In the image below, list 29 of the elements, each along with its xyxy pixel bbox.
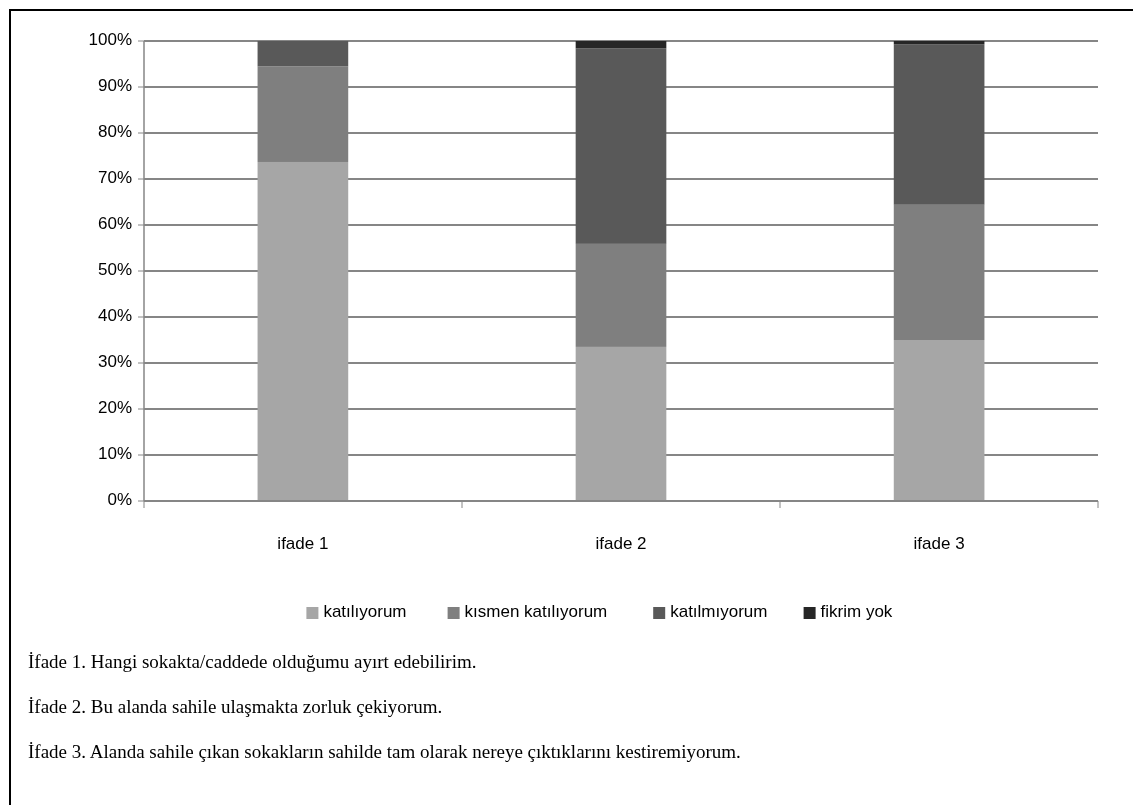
y-tick-label: 50%	[97, 260, 132, 280]
x-tick-label: ifade 3	[913, 534, 965, 553]
y-tick-label: 20%	[97, 398, 132, 418]
bar	[893, 41, 985, 45]
bar	[257, 41, 349, 67]
bar	[257, 161, 349, 501]
bar	[575, 41, 667, 49]
y-tick-label: 70%	[97, 168, 132, 188]
y-tick-label: 80%	[97, 122, 132, 142]
y-tick-label: 100%	[88, 30, 132, 50]
text: İfade 2. Bu alanda sahile ulaşmakta zorluk çekiyorum.	[28, 696, 443, 717]
y-tick-label: 90%	[97, 76, 132, 96]
x-tick-label: ifade 2	[595, 534, 647, 553]
x-tick-label: ifade 1	[277, 534, 329, 553]
legend-label: fikrim yok	[820, 602, 893, 622]
bar	[575, 346, 667, 501]
bar	[893, 340, 985, 501]
legend-label: katılıyorum	[323, 602, 407, 622]
y-tick-label: 0%	[107, 490, 132, 510]
y-tick-label: 40%	[97, 306, 132, 326]
y-tick-label: 60%	[97, 214, 132, 234]
text: İfade 1. Hangi sokakta/caddede olduğumu ayırt edebilirim.	[28, 651, 477, 672]
y-tick-label: 10%	[97, 444, 132, 464]
bar	[575, 48, 667, 244]
legend-label: katılmıyorum	[670, 602, 768, 622]
text: İfade 3. Alanda sahile çıkan sokakların sahilde tam olarak nereye çıktıklarını kestiremiyorum.	[28, 741, 741, 762]
bar	[893, 44, 985, 205]
y-tick-label: 30%	[97, 352, 132, 372]
legend-label: kısmen katılıyorum	[464, 602, 608, 622]
